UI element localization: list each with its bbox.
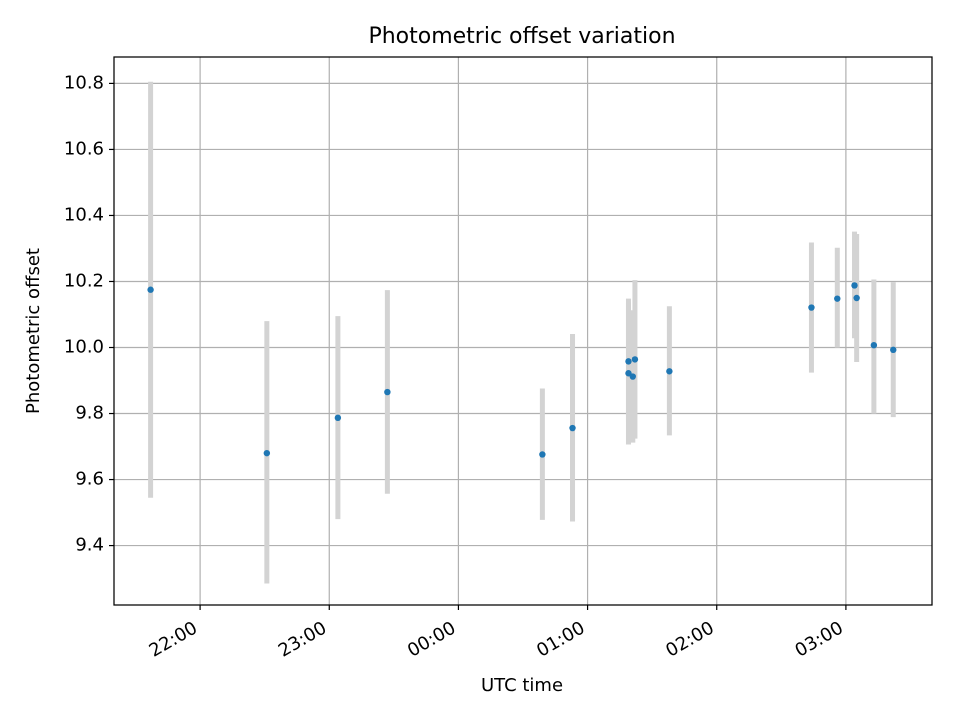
data-point (147, 286, 154, 293)
data-points (147, 282, 897, 458)
y-tick-label: 9.6 (75, 469, 104, 490)
y-axis-label: Photometric offset (23, 248, 44, 414)
y-tick-label: 10.2 (64, 270, 104, 291)
x-axis-label: UTC time (481, 675, 563, 696)
data-point (870, 341, 878, 349)
data-point (834, 295, 841, 302)
y-tick-label: 10.8 (64, 72, 104, 93)
chart-title: Photometric offset variation (368, 24, 675, 49)
y-tick-label: 10.6 (64, 138, 104, 159)
y-tick-label: 10.0 (64, 337, 104, 358)
data-point (853, 294, 860, 302)
data-point (539, 451, 546, 458)
y-tick-label: 10.4 (64, 204, 104, 225)
data-point (851, 282, 858, 289)
data-point (666, 368, 673, 375)
data-point (629, 373, 636, 380)
y-tick-label: 9.8 (75, 403, 104, 424)
data-point (808, 304, 815, 311)
data-point (384, 388, 391, 396)
data-point (334, 414, 342, 422)
plot-frame (113, 56, 933, 606)
grid-lines (114, 57, 932, 605)
y-tick-label: 9.4 (75, 535, 104, 556)
data-point (263, 449, 271, 457)
data-point (569, 424, 576, 432)
data-point (890, 346, 897, 354)
data-point (631, 356, 639, 363)
data-point (625, 358, 632, 365)
